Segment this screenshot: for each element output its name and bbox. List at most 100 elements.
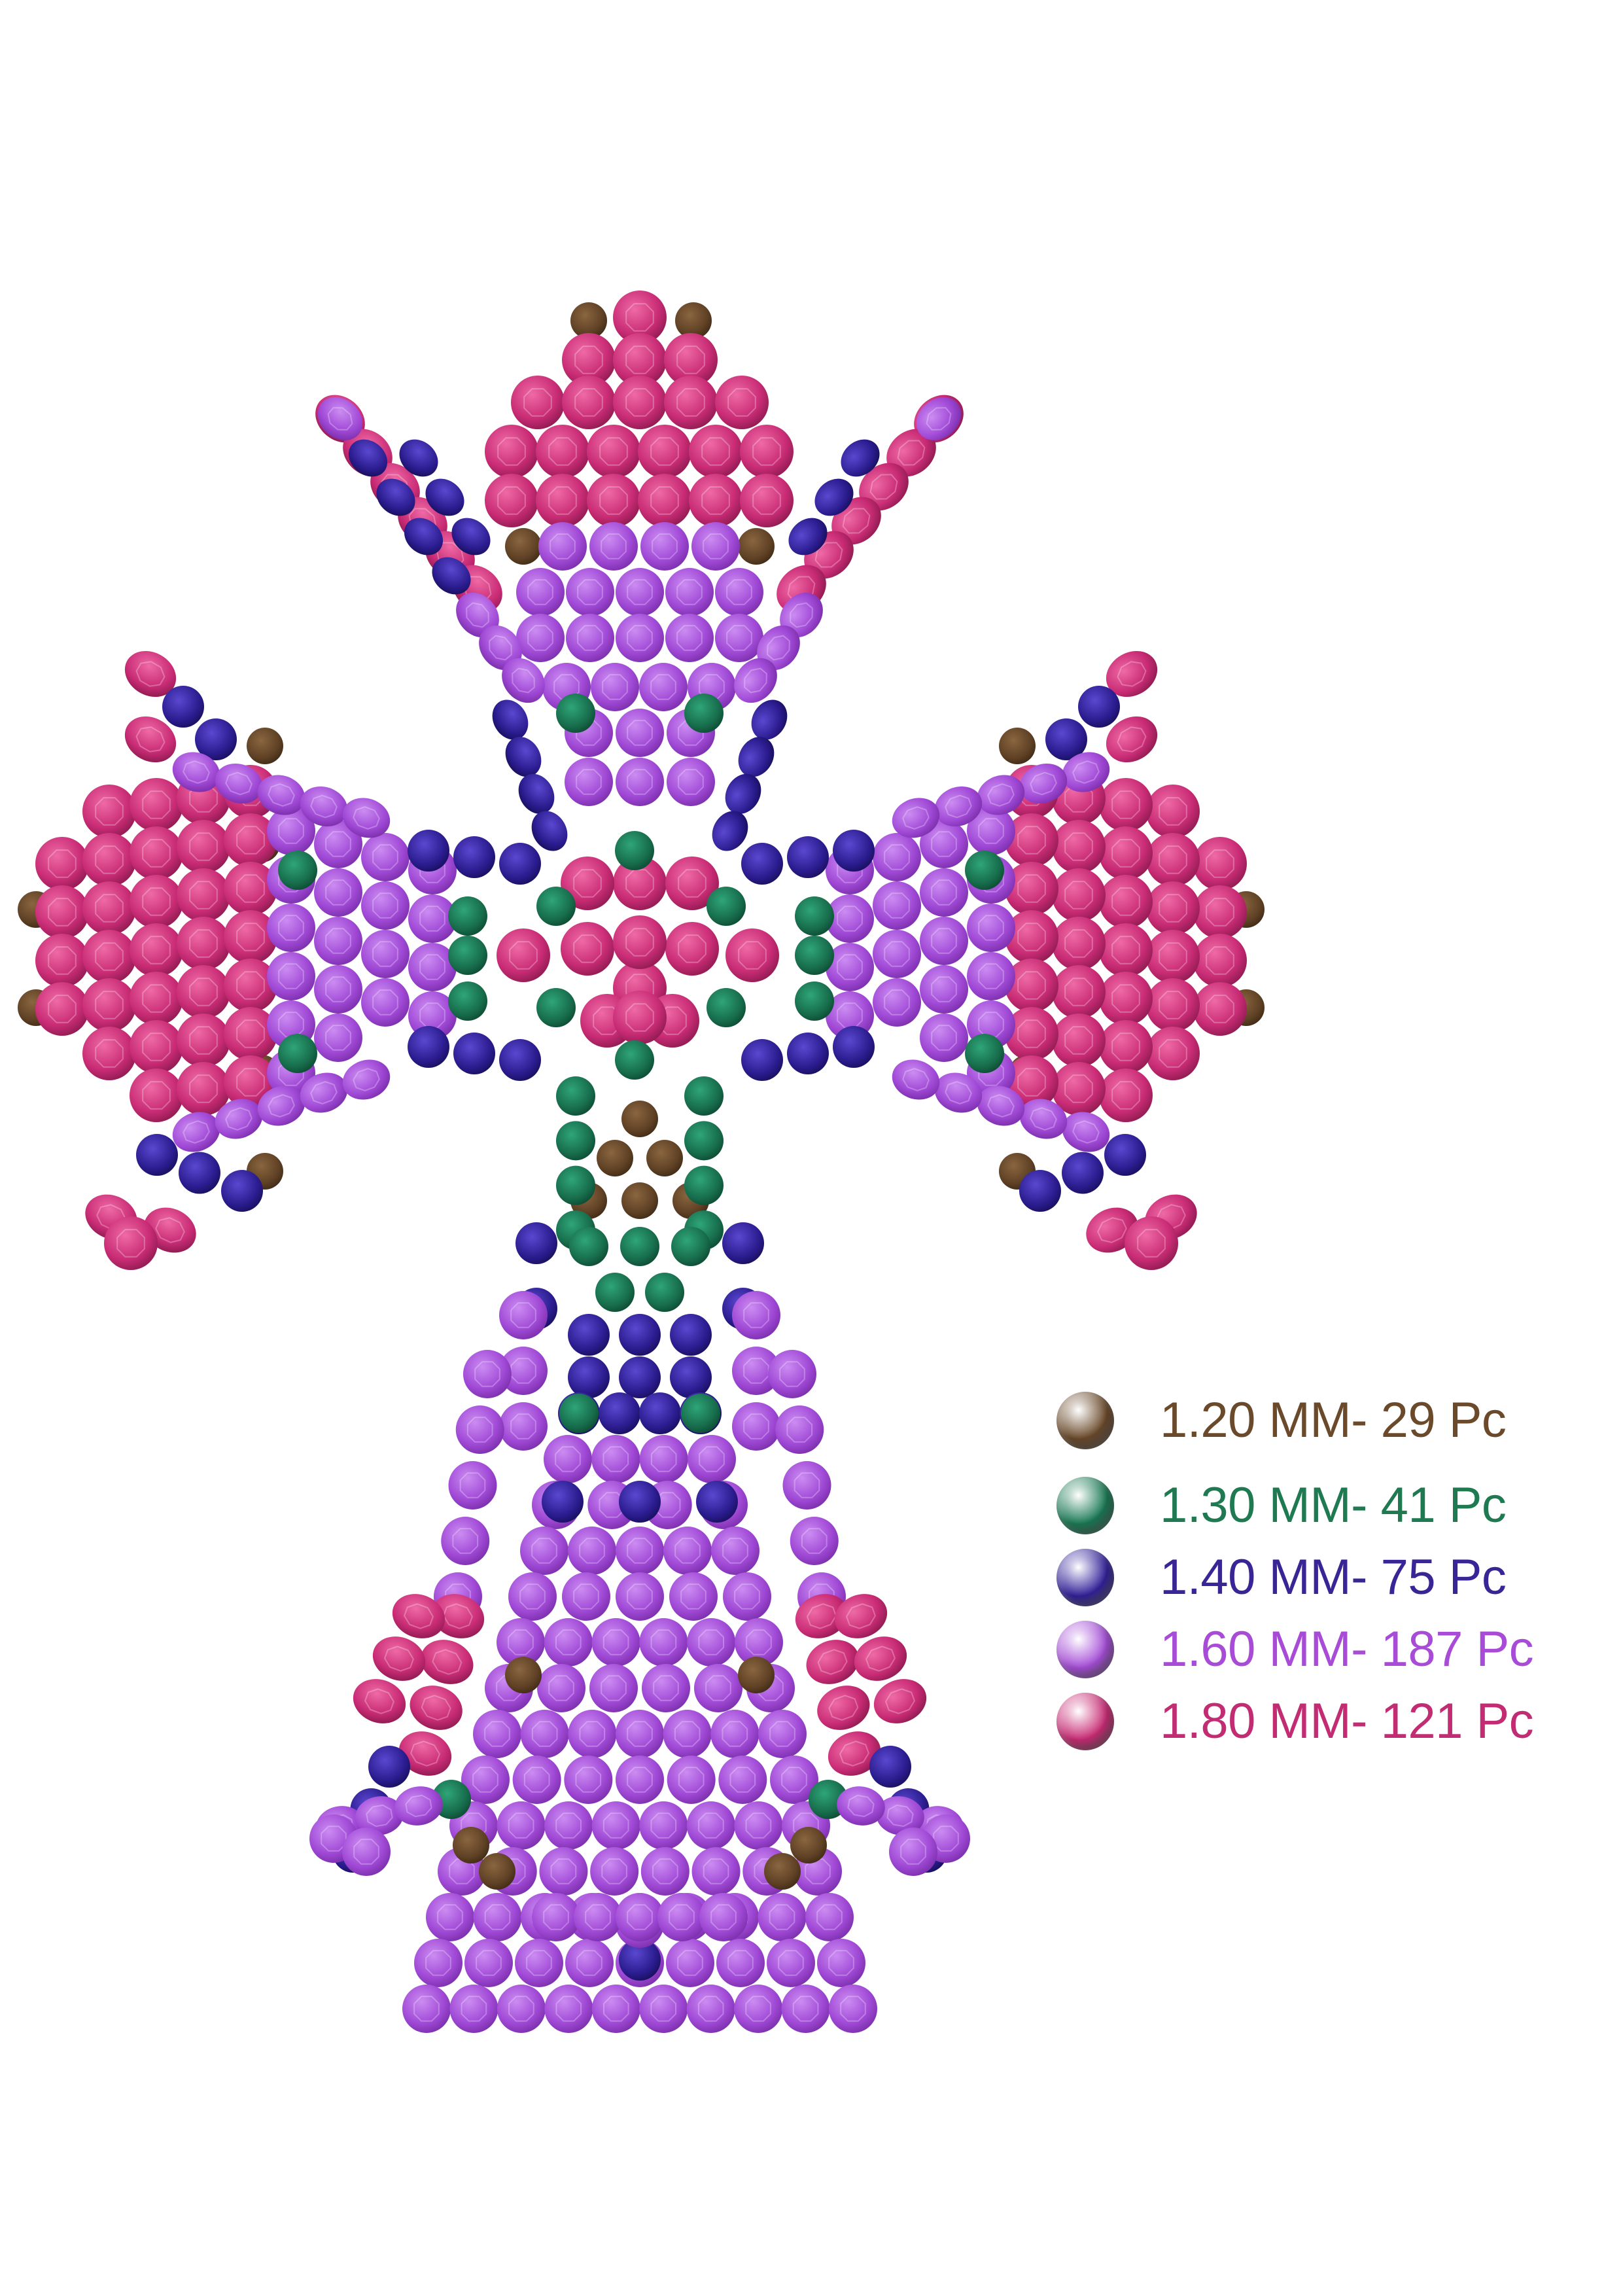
stone-pink: [859, 463, 909, 511]
stone-brown: [453, 1827, 489, 1863]
stone-violet: [770, 1756, 818, 1804]
stone-green: [645, 1273, 684, 1312]
stone-navy: [751, 699, 788, 740]
stone-pink: [177, 1062, 230, 1116]
stone-violet: [591, 1435, 640, 1483]
stone-pink: [665, 857, 719, 910]
stone-violet: [665, 614, 714, 662]
stone-violet: [817, 1939, 865, 1987]
stone-violet: [361, 978, 410, 1027]
stone-violet: [402, 1985, 451, 2033]
stone-violet: [361, 881, 410, 930]
stone-swatch-violet-icon: [1056, 1621, 1114, 1678]
stone-violet: [829, 1985, 877, 2033]
stone-violet: [663, 1710, 712, 1758]
stone-pink: [130, 875, 183, 928]
stone-violet: [479, 625, 522, 671]
stone-pink: [1052, 868, 1106, 922]
stone-violet: [172, 752, 220, 792]
stone-navy: [841, 439, 880, 477]
stone-pink: [1052, 1062, 1106, 1116]
stone-navy: [453, 836, 495, 878]
stone-navy: [179, 1152, 220, 1194]
stone-brown: [738, 528, 775, 565]
stone-pink: [1099, 1069, 1153, 1122]
legend-label: 1.30 MM- 41 Pc: [1160, 1477, 1507, 1533]
stone-pink: [392, 1594, 445, 1638]
stone-pink: [536, 474, 589, 527]
stone-pink: [421, 1640, 474, 1684]
stone-pink: [511, 376, 565, 429]
stone-pink: [82, 833, 136, 887]
stone-violet: [732, 1347, 780, 1395]
stone-violet: [515, 1939, 563, 1987]
stone-violet: [1062, 752, 1110, 792]
stone-violet: [473, 1893, 522, 1941]
stone-violet: [1062, 1112, 1110, 1152]
stone-pink: [82, 785, 136, 838]
stone-pink: [613, 991, 667, 1044]
stone-violet: [267, 904, 315, 952]
stone-green: [278, 1034, 317, 1073]
stone-violet: [394, 1786, 443, 1826]
stone-pink: [613, 857, 667, 910]
stone-violet: [775, 1405, 824, 1454]
stone-navy: [619, 1356, 661, 1398]
stone-pink: [1005, 910, 1058, 964]
stone-violet: [564, 1756, 613, 1804]
stone-pink: [834, 1594, 888, 1638]
stone-violet: [686, 1801, 735, 1850]
stone-brown: [570, 302, 607, 339]
stone-violet: [616, 1893, 664, 1941]
stone-violet: [456, 592, 499, 638]
stone-navy: [451, 518, 491, 556]
stone-pink: [35, 934, 89, 987]
stone-pink: [1146, 978, 1200, 1032]
stone-green: [684, 694, 724, 733]
stone-pink: [561, 857, 614, 910]
stone-navy: [619, 1939, 661, 1981]
stone-violet: [767, 1939, 815, 1987]
stone-navy: [492, 699, 529, 740]
stone-navy: [833, 830, 875, 872]
stone-navy: [499, 1039, 541, 1081]
stone-pink: [1052, 965, 1106, 1019]
stone-violet: [688, 1435, 736, 1483]
stone-violet: [967, 807, 1015, 855]
stone-pink: [1193, 982, 1247, 1036]
stone-pink: [431, 1594, 485, 1638]
stone-violet: [710, 1710, 759, 1758]
stone-violet: [665, 568, 714, 616]
stone-violet: [837, 1786, 885, 1826]
stone-violet: [566, 614, 614, 662]
stone-brown: [675, 302, 712, 339]
stone-violet: [716, 1939, 765, 1987]
stone-pink: [886, 429, 936, 477]
size-legend: 1.20 MM- 29 Pc 1.30 MM- 41 Pc 1.40 MM- 7…: [1056, 1390, 1619, 1763]
stone-violet: [711, 1527, 759, 1575]
stone-pink: [1099, 875, 1153, 928]
stone-violet: [640, 522, 689, 571]
stone-navy: [741, 843, 783, 885]
stone-pink: [1099, 778, 1153, 832]
stone-violet: [734, 1801, 783, 1850]
legend-item-130: 1.30 MM- 41 Pc: [1056, 1475, 1619, 1547]
stone-pink: [873, 1679, 927, 1723]
stone-pink: [536, 425, 589, 478]
stone-pink: [82, 978, 136, 1032]
stone-violet: [408, 943, 457, 991]
stone-violet: [916, 397, 962, 440]
stone-pink: [130, 1020, 183, 1074]
stone-violet: [826, 943, 874, 991]
stone-violet: [642, 1664, 690, 1712]
stone-violet: [920, 868, 968, 917]
stone-brown: [764, 1853, 801, 1890]
stone-navy: [869, 1746, 911, 1788]
stone-violet: [892, 798, 940, 838]
stone-violet: [873, 881, 921, 930]
stone-pink: [638, 474, 691, 527]
stone-violet: [314, 820, 362, 868]
stone-violet: [532, 1893, 580, 1941]
stone-violet: [314, 917, 362, 965]
stone-pink: [1052, 820, 1106, 874]
